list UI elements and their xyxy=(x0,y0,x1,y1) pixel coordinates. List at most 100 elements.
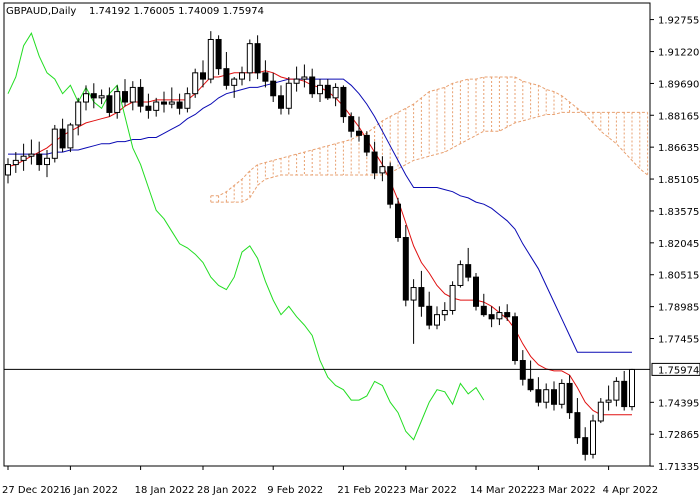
y-tick-label: 1.71335 xyxy=(658,462,699,473)
x-tick-label: 3 Mar 2022 xyxy=(400,485,457,496)
candle xyxy=(371,141,378,180)
candle xyxy=(223,51,230,90)
candle xyxy=(348,112,355,138)
candle xyxy=(90,83,97,109)
x-tick-label: 27 Dec 2021 xyxy=(2,485,66,496)
candle-body xyxy=(145,105,152,111)
candle xyxy=(161,91,167,113)
candle-body xyxy=(168,101,175,105)
candle-body xyxy=(582,437,589,455)
kumo-cloud xyxy=(210,76,649,203)
candle xyxy=(597,398,604,424)
candle xyxy=(590,414,596,459)
candle xyxy=(410,279,417,344)
candle-body xyxy=(5,164,11,176)
candle xyxy=(605,385,612,411)
candles xyxy=(5,31,635,461)
candle-body xyxy=(566,382,573,414)
candle xyxy=(192,68,199,98)
senkou-span-a xyxy=(210,76,648,197)
x-tick-label: 23 Mar 2022 xyxy=(532,485,595,496)
candle-body xyxy=(200,72,206,80)
candle xyxy=(239,66,245,86)
candle-body xyxy=(449,284,456,311)
chart-ohlc-values: 1.74192 1.76005 1.74009 1.75974 xyxy=(89,6,264,17)
candle-body xyxy=(488,314,495,320)
candle-body xyxy=(51,128,58,159)
candle xyxy=(363,131,370,157)
candle-body xyxy=(153,101,160,111)
kijun-sen-line xyxy=(8,78,632,353)
candle-body xyxy=(215,38,222,70)
candle-body xyxy=(340,86,347,118)
candle xyxy=(434,306,440,330)
candle-body xyxy=(246,43,253,74)
x-tick-label: 6 Jan 2022 xyxy=(64,485,118,496)
candle-body xyxy=(192,72,199,95)
candle-body xyxy=(496,312,503,320)
candle-body xyxy=(137,86,144,107)
senkou-span-b xyxy=(210,111,648,203)
candle-body xyxy=(597,401,604,422)
candle-body xyxy=(83,93,89,103)
candle-body xyxy=(207,38,214,80)
candle xyxy=(480,293,487,317)
candle xyxy=(137,79,144,113)
candle xyxy=(231,77,238,98)
y-tick-label: 1.77455 xyxy=(658,335,699,346)
candle xyxy=(356,116,362,142)
candle-body xyxy=(285,82,292,109)
candle xyxy=(254,35,261,80)
candle xyxy=(67,122,74,153)
candle xyxy=(28,139,35,165)
candle xyxy=(153,97,160,117)
candle xyxy=(496,306,503,326)
candle-body xyxy=(387,166,394,205)
candle xyxy=(426,291,433,330)
candle xyxy=(145,93,152,119)
candle xyxy=(504,304,511,321)
tenkan-sen-line xyxy=(7,70,632,416)
chart-symbol-title: GBPAUD,Daily xyxy=(6,6,76,17)
candle-body xyxy=(106,95,113,113)
candle xyxy=(176,93,183,115)
x-tick-label: 18 Jan 2022 xyxy=(135,485,195,496)
candle xyxy=(473,272,479,311)
candle xyxy=(51,124,58,163)
candle-body xyxy=(457,264,464,286)
candle-body xyxy=(317,84,323,95)
candle xyxy=(465,247,472,282)
candle xyxy=(387,162,394,209)
candle-body xyxy=(434,314,440,326)
candle-body xyxy=(67,124,74,149)
candle-body xyxy=(75,101,82,126)
y-tick-label: 1.72865 xyxy=(658,430,699,441)
candle xyxy=(122,79,128,107)
candle-body xyxy=(535,389,542,403)
candle-body xyxy=(465,264,472,278)
y-tick-label: 1.88165 xyxy=(658,111,699,122)
candle xyxy=(36,141,43,171)
candle xyxy=(246,39,253,82)
candle xyxy=(519,350,526,386)
candle xyxy=(395,197,401,242)
candle-body xyxy=(28,153,35,157)
x-tick-label: 28 Jan 2022 xyxy=(197,485,257,496)
x-tick-label: 14 Mar 2022 xyxy=(470,485,533,496)
y-tick-label: 1.89690 xyxy=(658,79,699,90)
candle xyxy=(106,87,113,117)
candle-body xyxy=(621,380,628,408)
candle-body xyxy=(363,134,370,153)
candle-body xyxy=(12,159,19,166)
candle xyxy=(285,77,292,115)
candle xyxy=(44,149,50,178)
candle xyxy=(207,31,214,84)
candle-body xyxy=(519,360,526,380)
candle-body xyxy=(270,80,277,97)
candle xyxy=(168,87,175,109)
candle-body xyxy=(262,72,269,82)
candle-body xyxy=(418,287,425,307)
candle xyxy=(566,375,573,419)
candle-body xyxy=(527,378,534,391)
